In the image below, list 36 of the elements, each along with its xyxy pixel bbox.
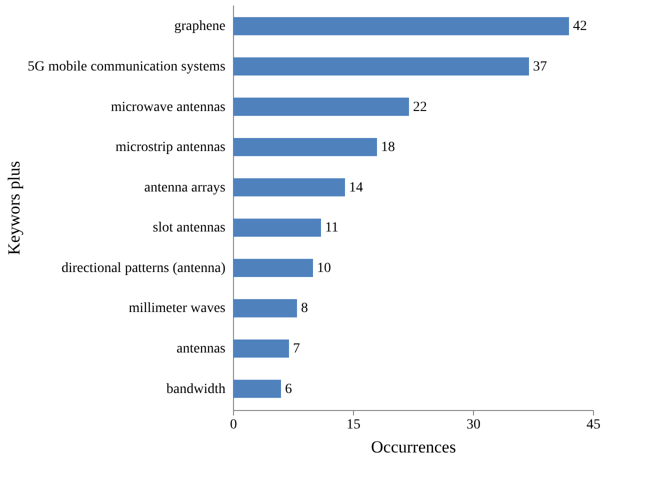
data-label: 7 xyxy=(293,342,300,357)
x-tick-label: 15 xyxy=(346,418,360,432)
bar xyxy=(233,380,281,398)
bar xyxy=(233,98,409,116)
y-tick-label: directional patterns (antenna) xyxy=(61,260,226,276)
y-tick-label: bandwidth xyxy=(166,382,226,397)
bar xyxy=(233,218,321,237)
x-tick-label: 30 xyxy=(466,418,480,432)
data-label: 18 xyxy=(381,140,395,156)
bar xyxy=(233,258,313,278)
data-label: 8 xyxy=(301,301,308,316)
bar xyxy=(233,299,297,318)
bar xyxy=(233,57,529,76)
y-tick-label: antennas xyxy=(176,342,226,357)
x-tick-label: 0 xyxy=(230,418,237,432)
data-label: 22 xyxy=(413,100,427,115)
x-tick-label: 45 xyxy=(586,418,600,432)
bar xyxy=(233,178,345,196)
data-label: 37 xyxy=(533,59,547,74)
y-axis-title: Keywors plus xyxy=(4,161,24,255)
data-label: 14 xyxy=(349,180,363,196)
data-label: 6 xyxy=(285,382,292,397)
y-tick-label: microstrip antennas xyxy=(115,140,226,156)
bar xyxy=(233,339,289,358)
y-tick-label: slot antennas xyxy=(152,220,226,236)
bar xyxy=(233,17,569,36)
y-tick-label: 5G mobile communication systems xyxy=(28,59,226,74)
bar xyxy=(233,138,377,156)
x-axis-title: Occurrences xyxy=(371,438,456,456)
y-tick-label: graphene xyxy=(174,19,226,34)
y-tick-label: antenna arrays xyxy=(144,180,226,196)
y-tick-label: millimeter waves xyxy=(128,301,226,316)
data-label: 11 xyxy=(325,220,338,236)
y-tick-label: microwave antennas xyxy=(110,100,226,115)
data-label: 10 xyxy=(317,260,331,276)
data-label: 42 xyxy=(573,19,587,34)
